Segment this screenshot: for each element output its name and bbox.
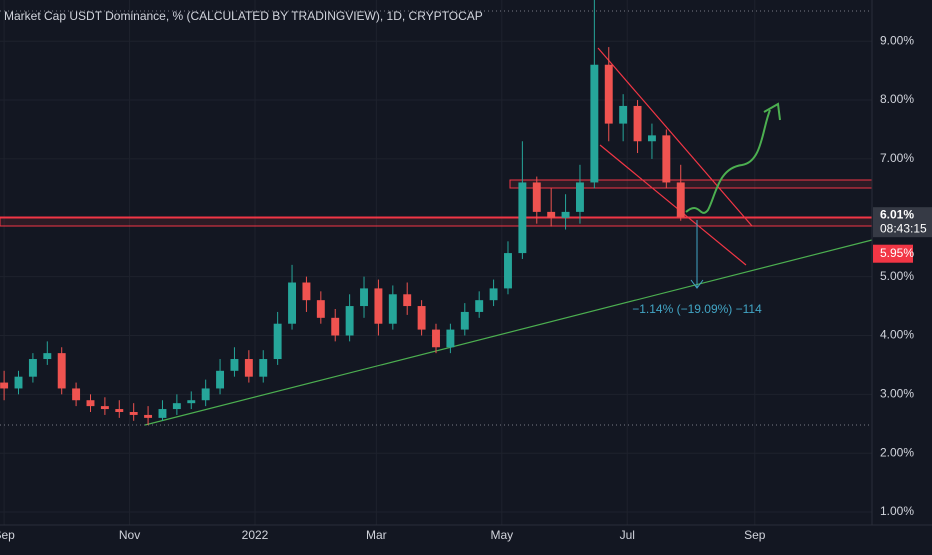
- trendline: [144, 239, 873, 426]
- candle-body: [201, 388, 210, 401]
- y-tick-label: 9.00%: [880, 33, 914, 47]
- candle-body: [86, 400, 95, 407]
- candle-body: [331, 317, 340, 336]
- x-tick-label: Sep: [744, 528, 766, 542]
- low-price-box: [873, 244, 913, 263]
- candle-body: [244, 359, 253, 377]
- candle-body: [374, 288, 383, 324]
- candle-body: [446, 329, 455, 348]
- x-tick-label: May: [490, 528, 513, 542]
- candle-body: [345, 306, 354, 336]
- countdown: 08:43:15: [880, 221, 927, 235]
- candle-body: [547, 211, 556, 218]
- candle-body: [288, 282, 296, 324]
- candle-body: [604, 64, 613, 124]
- projection-arrow: [763, 102, 781, 121]
- candle-body: [489, 288, 498, 301]
- candle-body: [259, 359, 268, 377]
- candle-body: [460, 311, 469, 330]
- y-tick-label: 8.00%: [880, 92, 914, 106]
- candle-body: [0, 382, 9, 389]
- candle-body: [504, 253, 512, 289]
- candle-body: [676, 182, 685, 218]
- candle-body: [100, 406, 109, 410]
- candle-body: [388, 294, 397, 324]
- candle-body: [619, 105, 628, 124]
- y-tick-label: 1.00%: [880, 504, 914, 518]
- y-tick-label: 5.00%: [880, 269, 914, 283]
- low-price-label: 5.95%: [880, 246, 914, 260]
- channel-bottom: [599, 144, 747, 266]
- resistance-zone: [509, 179, 873, 189]
- projection: [685, 109, 771, 214]
- candle-body: [187, 400, 196, 404]
- y-tick-label: 7.00%: [880, 151, 914, 165]
- candle-body: [115, 409, 124, 412]
- candle-body: [417, 306, 426, 330]
- candle-body: [28, 359, 37, 377]
- y-tick-label: 4.00%: [880, 328, 914, 342]
- candle-body: [316, 300, 325, 318]
- channel-top: [597, 47, 753, 227]
- candle-body: [432, 329, 440, 348]
- y-tick-label: 3.00%: [880, 387, 914, 401]
- y-tick-label: 2.00%: [880, 445, 914, 459]
- x-tick-label: Sep: [0, 528, 15, 542]
- x-tick-label: Jul: [620, 528, 635, 542]
- candle-body: [216, 370, 225, 389]
- candle-body: [57, 353, 66, 389]
- candle-body: [590, 64, 599, 183]
- last-price-box: [873, 207, 932, 238]
- chart-title: Market Cap USDT Dominance, % (CALCULATED…: [4, 9, 483, 23]
- candle-body: [158, 409, 167, 418]
- measure-arrow: [690, 279, 704, 289]
- candle-body: [129, 411, 138, 415]
- measure-label: −1.14% (−19.09%) −114: [632, 302, 762, 316]
- candle-body: [144, 414, 153, 418]
- candle-body: [172, 403, 181, 410]
- candle-body: [403, 294, 412, 307]
- x-tick-label: Nov: [119, 528, 140, 542]
- x-tick-label: 2022: [242, 528, 269, 542]
- candle-body: [302, 282, 311, 301]
- candle-body: [518, 182, 527, 254]
- last-price-label: 6.01%: [880, 207, 914, 221]
- candle-body: [647, 135, 656, 142]
- support-zone: [0, 217, 873, 227]
- candle-body: [273, 323, 282, 360]
- candle-body: [561, 211, 570, 218]
- candle-body: [662, 135, 671, 183]
- candle-body: [230, 359, 239, 371]
- candle-body: [633, 105, 642, 142]
- candle-body: [14, 376, 23, 389]
- candle-body: [532, 182, 541, 212]
- candle-body: [475, 300, 484, 312]
- x-tick-label: Mar: [366, 528, 387, 542]
- candle-body: [360, 288, 368, 307]
- candle-body: [576, 182, 584, 212]
- candle-body: [43, 353, 52, 360]
- candle-body: [72, 388, 81, 401]
